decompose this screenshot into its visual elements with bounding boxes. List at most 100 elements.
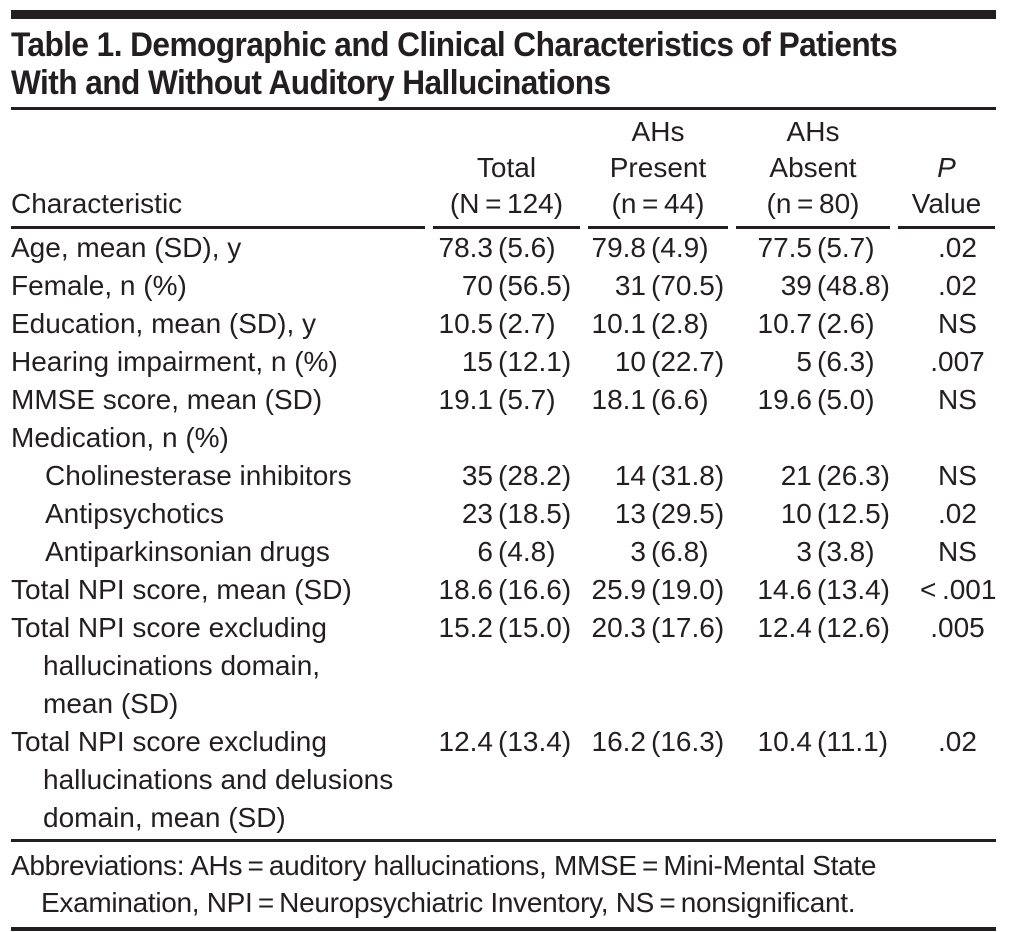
sd-value: (13.4) xyxy=(816,574,890,605)
sd-value: (11.1) xyxy=(817,726,889,757)
sd-value: (12.1) xyxy=(498,346,572,377)
row-label: Total NPI score, mean (SD) xyxy=(11,574,352,605)
mean-value: 31 xyxy=(614,270,646,301)
mean-value: 79.8 xyxy=(591,232,647,263)
title-divider-rule xyxy=(11,107,996,110)
sd-value: (15.0) xyxy=(498,612,572,643)
sd-value: (2.8) xyxy=(651,308,709,339)
row-label-line: domain, mean (SD) xyxy=(43,802,286,833)
mean-value: 14.6 xyxy=(757,574,812,605)
sd-value: (29.5) xyxy=(651,498,725,529)
mean-value: 10.5 xyxy=(438,308,494,339)
header-label-absent-n: (n = 80) xyxy=(766,188,860,219)
mean-value: 18.6 xyxy=(438,574,494,605)
ahs-present-value xyxy=(588,419,728,457)
total-value: 18.6 (16.6) xyxy=(433,571,580,609)
sd-value: (2.6) xyxy=(817,308,875,339)
header-label-characteristic: Characteristic xyxy=(11,188,183,219)
sd-value: (5.6) xyxy=(498,232,556,263)
row-label-line: mean (SD) xyxy=(43,688,179,719)
row-label: Total NPI score excluding hallucinations … xyxy=(11,609,425,723)
header-cell-ahs-present: AHs Present (n = 44) xyxy=(588,114,728,229)
sd-value: (16.6) xyxy=(498,574,572,605)
ahs-absent-value: 10 (12.5) xyxy=(736,495,890,533)
mean-value: 6 xyxy=(477,536,493,567)
mean-value: 70 xyxy=(461,270,493,301)
total-value: 19.1 (5.7) xyxy=(433,381,580,419)
ahs-present-value: 25.9 (19.0) xyxy=(588,571,728,609)
ahs-absent-value: 12.4 (12.6) xyxy=(736,609,890,647)
ahs-absent-value: 39 (48.8) xyxy=(736,267,890,305)
row-label-line: hallucinations and delusions xyxy=(43,764,394,795)
sd-value: (56.5) xyxy=(498,270,572,301)
mean-value: 10 xyxy=(780,498,812,529)
sd-value: (26.3) xyxy=(816,460,890,491)
table-title: Table 1. Demographic and Clinical Charac… xyxy=(11,26,996,102)
ahs-present-value: 10 (22.7) xyxy=(588,343,728,381)
mean-value: 10 xyxy=(614,346,646,377)
mean-value: 23 xyxy=(461,498,493,529)
row-label: Antipsychotics xyxy=(45,498,224,529)
sd-value: (12.6) xyxy=(816,612,890,643)
sd-value: (6.8) xyxy=(651,536,709,567)
ahs-present-value: 3 (6.8) xyxy=(588,533,728,571)
ahs-present-value: 14 (31.8) xyxy=(588,457,728,495)
sd-value: (4.9) xyxy=(651,232,709,263)
mean-value: 14 xyxy=(614,460,646,491)
header-label-present: Present xyxy=(609,152,707,183)
ahs-present-value: 31 (70.5) xyxy=(588,267,728,305)
ahs-present-value: 20.3 (17.6) xyxy=(588,609,728,647)
p-value: .007 xyxy=(930,346,985,377)
row-label: Cholinesterase inhibitors xyxy=(45,460,352,491)
header-label-ahs-1: AHs xyxy=(631,116,685,147)
sd-value: (6.3) xyxy=(817,346,875,377)
sd-value: (18.5) xyxy=(498,498,572,529)
p-value: .02 xyxy=(938,726,977,757)
sd-value: (13.4) xyxy=(498,726,572,757)
ahs-present-value: 18.1 (6.6) xyxy=(588,381,728,419)
total-value: 70 (56.5) xyxy=(433,267,580,305)
sd-value: (70.5) xyxy=(651,270,725,301)
mean-value: 10.4 xyxy=(757,726,813,757)
sd-value: (16.3) xyxy=(651,726,725,757)
mean-value: 3 xyxy=(630,536,646,567)
total-value: 35 (28.2) xyxy=(433,457,580,495)
table-row: Female, n (%) 70 (56.5) 31 (70.5) 39 (48.8) .02 xyxy=(11,267,996,305)
p-value: .02 xyxy=(938,498,977,529)
table-row: Age, mean (SD), y 78.3 (5.6) 79.8 (4.9) 77.5 (… xyxy=(11,229,996,267)
table-row: Antipsychotics 23 (18.5) 13 (29.5) 10 (12.5) .0… xyxy=(11,495,996,533)
row-label-line: hallucinations domain, xyxy=(43,650,321,681)
top-rule-bar xyxy=(11,10,996,19)
header-label-total-n: (N = 124) xyxy=(449,188,564,219)
total-value: 15.2 (15.0) xyxy=(433,609,580,647)
table-title-line-1: Table 1. Demographic and Clinical Charac… xyxy=(11,26,898,64)
mean-value: 25.9 xyxy=(591,574,647,605)
ahs-absent-value: 14.6 (13.4) xyxy=(736,571,890,609)
mean-value: 21 xyxy=(780,460,812,491)
table-row: Total NPI score, mean (SD) 18.6 (16.6) 25.9… xyxy=(11,571,996,609)
row-label: Age, mean (SD), y xyxy=(11,232,242,263)
sd-value: (31.8) xyxy=(651,460,725,491)
sd-value: (6.6) xyxy=(651,384,709,415)
row-label: Education, mean (SD), y xyxy=(11,308,317,339)
total-value: 23 (18.5) xyxy=(433,495,580,533)
mean-value: 12.4 xyxy=(757,612,812,643)
ahs-absent-value: 3 (3.8) xyxy=(736,533,890,571)
mean-value: 3 xyxy=(796,536,812,567)
header-cell-total: Total (N = 124) xyxy=(433,114,580,229)
header-label-p: P xyxy=(937,152,956,183)
table-row: MMSE score, mean (SD) 19.1 (5.7) 18.1 (6.6) 1… xyxy=(11,381,996,419)
total-value: 6 (4.8) xyxy=(433,533,580,571)
row-label: Hearing impairment, n (%) xyxy=(11,346,338,377)
mean-value: 39 xyxy=(780,270,812,301)
ahs-absent-value: 5 (6.3) xyxy=(736,343,890,381)
table-row: Total NPI score excluding hallucinations … xyxy=(11,609,996,723)
sd-value: (48.8) xyxy=(816,270,890,301)
header-label-value: Value xyxy=(911,188,982,219)
total-value: 78.3 (5.6) xyxy=(433,229,580,267)
mean-value: 77.5 xyxy=(757,232,813,263)
p-value: NS xyxy=(938,536,977,567)
mean-value: 10.1 xyxy=(591,308,647,339)
header-label-ahs-2: AHs xyxy=(786,116,840,147)
